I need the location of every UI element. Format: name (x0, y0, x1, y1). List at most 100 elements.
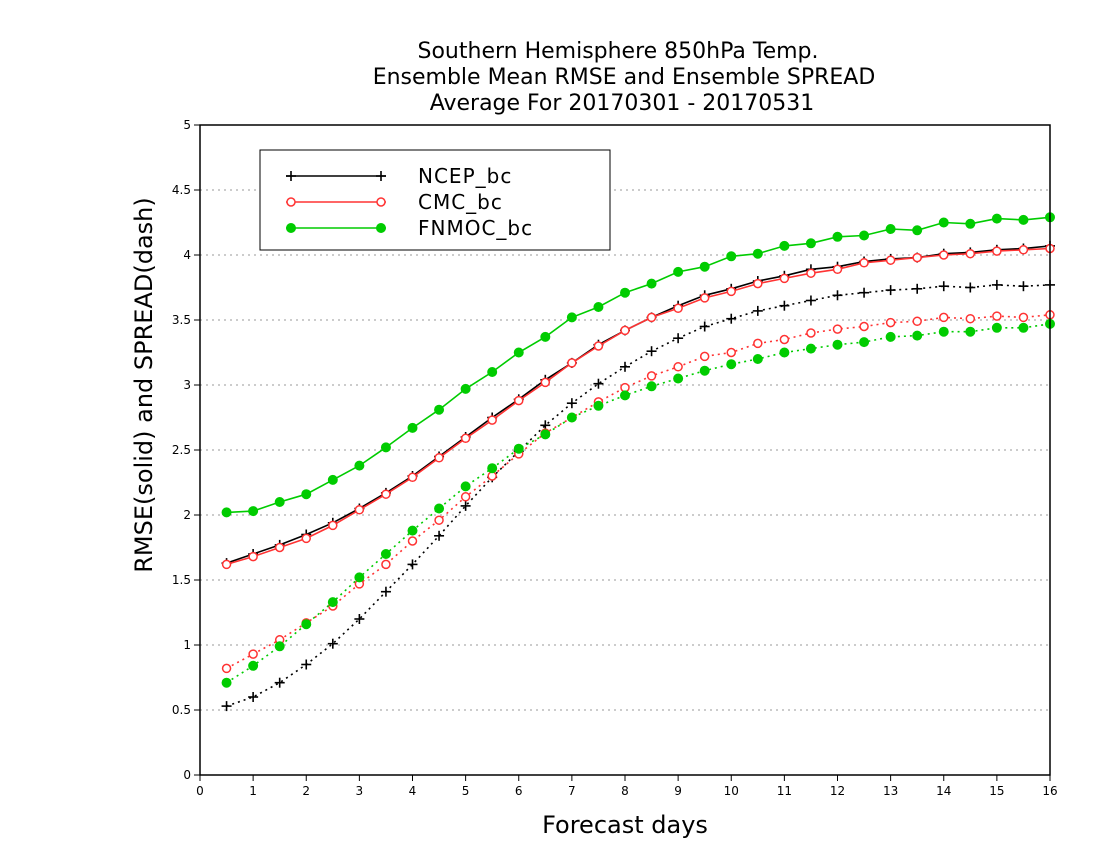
open-circle-marker (726, 347, 736, 358)
y-tick-label: 0.5 (172, 703, 191, 717)
filled-circle-marker (726, 251, 737, 262)
filled-circle-marker (832, 231, 843, 242)
x-tick-label: 16 (1042, 784, 1057, 798)
plus-marker (912, 283, 923, 294)
x-axis: 0 1 2 3 4 5 6 7 8 9 10 11 12 13 14 15 16 (196, 775, 1058, 798)
filled-circle-marker (327, 474, 338, 485)
filled-circle-marker (434, 404, 445, 415)
open-circle-marker (593, 341, 604, 351)
open-circle-marker (434, 453, 444, 463)
open-circle-marker (301, 533, 311, 544)
open-circle-marker (939, 312, 949, 323)
open-circle-marker (221, 559, 232, 570)
filled-circle-marker (805, 343, 816, 354)
filled-circle-marker (805, 238, 816, 249)
filled-circle-marker (779, 240, 790, 251)
x-tick-label: 11 (777, 784, 792, 798)
fnmoc-bc-rmse (221, 212, 1055, 518)
plus-marker (460, 500, 471, 511)
x-tick-label: 8 (621, 784, 629, 798)
legend-item-fnmoc-bc: FNMOC_bc (286, 216, 533, 240)
x-tick-label: 1 (249, 784, 257, 798)
filled-circle-marker (859, 230, 870, 241)
x-tick-label: 10 (724, 784, 739, 798)
open-circle-marker (540, 377, 551, 388)
filled-circle-marker (301, 619, 312, 630)
open-circle-marker (779, 273, 790, 284)
x-tick-label: 2 (302, 784, 310, 798)
open-circle-marker (753, 278, 763, 289)
filled-circle-marker (380, 442, 391, 453)
open-circle-marker (221, 663, 232, 674)
plus-marker (593, 378, 604, 389)
y-tick-label: 0 (183, 768, 191, 782)
filled-circle-marker (354, 460, 365, 471)
y-tick-label: 1 (183, 638, 191, 652)
legend-item-cmc-bc: CMC_bc (286, 190, 502, 214)
open-circle-marker (274, 542, 285, 553)
open-circle-marker (965, 248, 976, 259)
open-circle-marker (434, 515, 444, 525)
filled-circle-marker (646, 381, 657, 392)
open-circle-marker (460, 492, 471, 502)
open-circle-marker (992, 246, 1002, 256)
open-circle-marker (673, 303, 683, 314)
plus-marker (938, 281, 949, 292)
filled-circle-marker (885, 331, 896, 342)
plus-marker (248, 692, 259, 702)
open-circle-marker (381, 559, 391, 570)
y-tick-label: 4 (183, 248, 191, 262)
x-tick-label: 5 (462, 784, 470, 798)
filled-circle-marker (620, 390, 630, 401)
open-circle-marker (407, 472, 418, 483)
plus-marker (434, 530, 445, 541)
plus-marker (885, 285, 896, 296)
filled-circle-marker (752, 354, 763, 364)
plus-marker (376, 171, 386, 181)
open-circle-marker (328, 520, 338, 531)
plus-marker (779, 300, 790, 311)
x-tick-label: 4 (409, 784, 417, 798)
filled-circle-marker (248, 660, 259, 671)
chart-title: Southern Hemisphere 850hPa Temp. Ensembl… (373, 39, 876, 116)
open-circle-marker (832, 324, 843, 334)
plus-marker (407, 559, 418, 570)
spread-line (226, 284, 1051, 707)
open-circle-marker (859, 321, 869, 332)
open-circle-marker (806, 328, 816, 338)
filled-circle-marker (1018, 322, 1029, 333)
plus-marker (274, 677, 285, 688)
ncep-bc-spread (221, 279, 1055, 712)
filled-circle-marker (513, 443, 524, 454)
x-tick-label: 9 (674, 784, 682, 798)
filled-circle-marker (779, 347, 790, 358)
filled-circle-marker (965, 326, 976, 337)
plot-frame (199, 124, 1051, 776)
cmc-bc-spread (221, 310, 1055, 674)
filled-circle-marker (434, 503, 445, 514)
legend-label: FNMOC_bc (418, 216, 533, 240)
open-circle-marker (407, 536, 418, 546)
open-circle-marker (699, 351, 710, 362)
plus-marker (566, 398, 577, 409)
filled-circle-marker (912, 225, 923, 236)
open-circle-marker (514, 395, 524, 406)
plus-marker (286, 171, 296, 181)
filled-circle-marker (540, 331, 551, 342)
plus-marker (859, 287, 870, 298)
open-circle-marker (726, 286, 736, 297)
plus-marker (673, 333, 684, 344)
filled-circle-marker (221, 677, 232, 688)
series-layer (221, 212, 1055, 712)
filled-circle-marker (620, 287, 630, 298)
filled-circle-marker (566, 312, 577, 323)
y-tick-label: 4.5 (172, 183, 191, 197)
filled-circle-marker (376, 223, 386, 233)
open-circle-marker (381, 489, 391, 499)
title-line-2: Ensemble Mean RMSE and Ensemble SPREAD (373, 65, 876, 90)
open-circle-marker (859, 258, 869, 268)
y-tick-label: 3.5 (172, 313, 191, 327)
filled-circle-marker (699, 365, 710, 376)
